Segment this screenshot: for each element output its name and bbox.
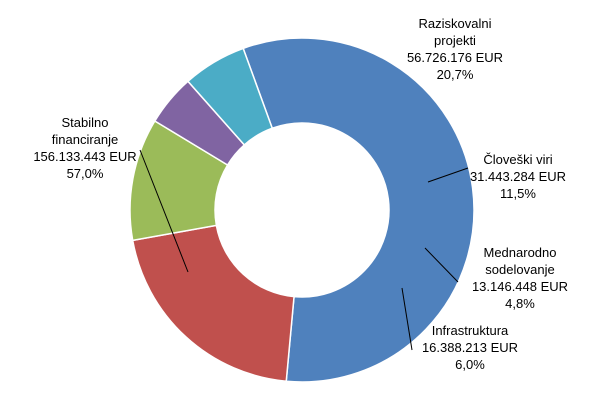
label-line: 11,5% [500, 186, 536, 201]
label-line: 6,0% [455, 357, 485, 372]
label-line: Stabilno [62, 115, 109, 130]
label-line: Človeški viri [483, 152, 552, 167]
data-label-infrastruktura: Infrastruktura 16.388.213 EUR 6,0% [422, 323, 518, 372]
label-line: 16.388.213 EUR [422, 340, 518, 355]
leader-line-infrastruktura [401, 287, 413, 351]
label-line: sodelovanje [485, 262, 554, 277]
label-line: 156.133.443 EUR [33, 149, 136, 164]
label-line: 56.726.176 EUR [407, 50, 503, 65]
label-line: financiranje [52, 132, 119, 147]
slice-infrastruktura [186, 47, 274, 146]
leader-line-mednarodno-sodelovanje [424, 247, 459, 283]
data-label-mednarodno-sodelovanje: Mednarodno sodelovanje 13.146.448 EUR 4,8% [472, 245, 568, 311]
label-line: 13.146.448 EUR [472, 279, 568, 294]
label-line: Raziskovalni [419, 16, 492, 31]
label-line: projekti [434, 33, 476, 48]
leader-line-stabilno-financiranje [139, 149, 189, 273]
label-line: 4,8% [505, 296, 535, 311]
label-line: Infrastruktura [432, 323, 509, 338]
data-label-raziskovalni-projekti: Raziskovalni projekti 56.726.176 EUR 20,7% [407, 16, 503, 82]
data-labels: Stabilno financiranje 156.133.443 EUR 57,0%… [33, 16, 568, 372]
leader-line-cloveski-viri [427, 167, 469, 183]
slices [129, 37, 475, 383]
slice-stabilno-financiranje [242, 37, 475, 383]
data-label-stabilno-financiranje: Stabilno financiranje 156.133.443 EUR 57,0% [33, 115, 136, 181]
label-line: 57,0% [67, 166, 104, 181]
slice-raziskovalni-projekti [131, 224, 295, 383]
leader-lines [139, 149, 469, 351]
data-label-cloveski-viri: Človeški viri 31.443.284 EUR 11,5% [470, 152, 566, 201]
label-line: 20,7% [437, 67, 474, 82]
label-line: Mednarodno [484, 245, 557, 260]
label-line: 31.443.284 EUR [470, 169, 566, 184]
